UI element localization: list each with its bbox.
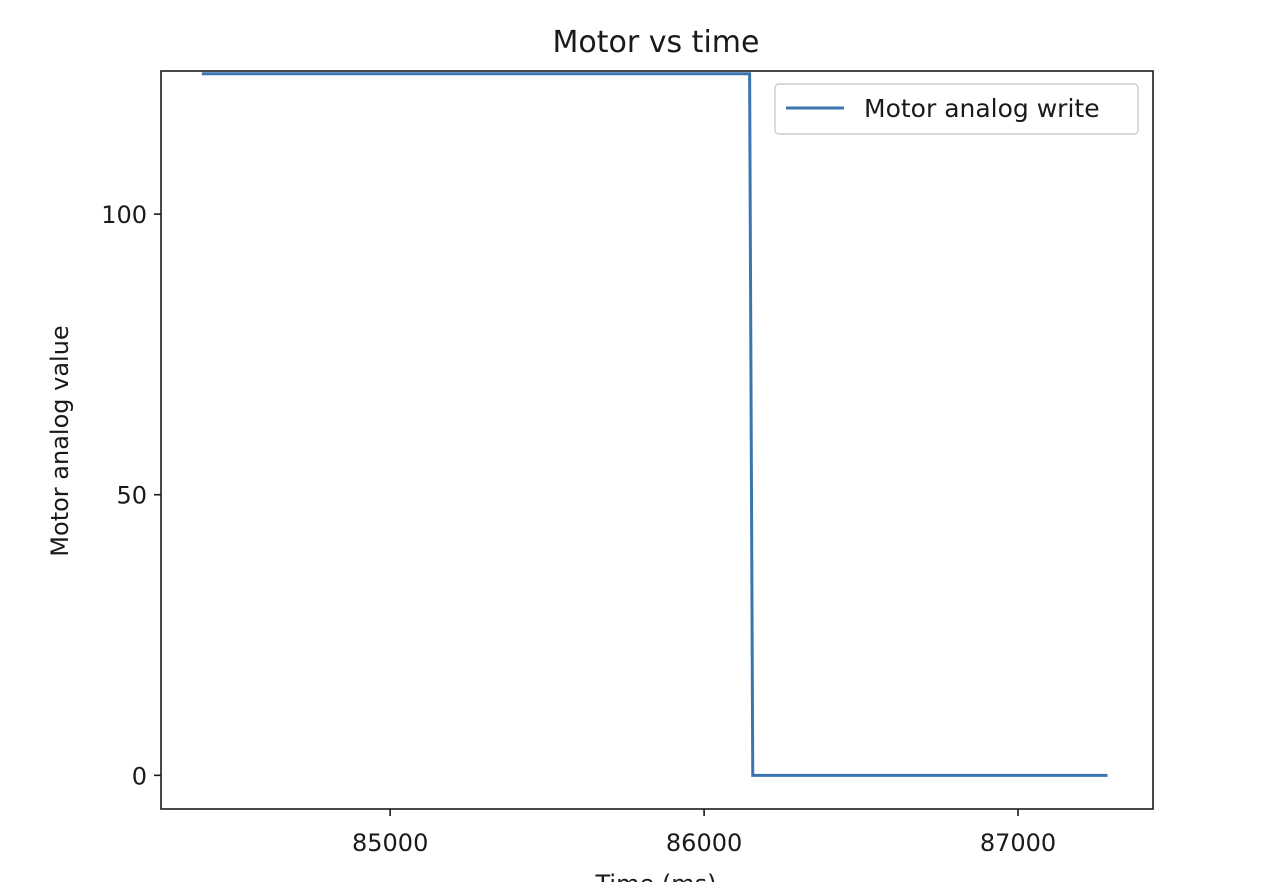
y-tick-label: 100 [101,201,147,229]
chart-title: Motor vs time [553,25,760,60]
legend: Motor analog write [774,83,1139,135]
y-tick-label: 50 [116,482,147,510]
x-axis-label: Time (ms) [595,870,717,882]
series-line-motor-analog-write [201,72,1108,777]
x-tick-label: 86000 [666,829,742,857]
legend-entry-label: Motor analog write [864,94,1100,123]
y-tick-label: 0 [132,762,147,790]
plot-area [160,70,1154,810]
x-tick-label: 87000 [980,829,1056,857]
y-axis: 0 50 100 [101,201,161,790]
x-tick-label: 85000 [352,829,428,857]
x-axis: 85000 86000 87000 [352,809,1056,857]
series-layer [201,72,1108,777]
y-axis-label: Motor analog value [46,325,74,556]
axes-frame [160,70,1154,810]
legend-box [774,83,1139,135]
